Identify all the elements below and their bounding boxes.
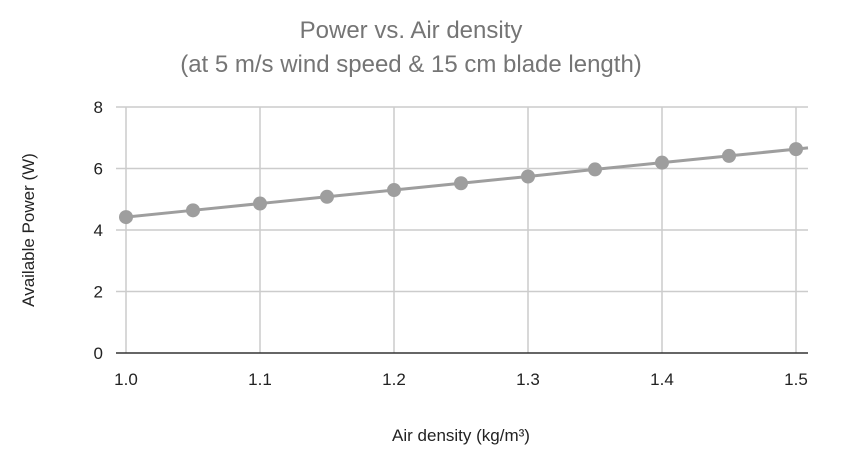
x-tick-label: 1.3 — [516, 370, 540, 389]
x-axis-label: Air density (kg/m³) — [392, 426, 530, 445]
data-point — [186, 203, 200, 218]
series-line — [125, 146, 809, 219]
y-axis-label: Available Power (W) — [19, 153, 38, 307]
data-point — [119, 210, 133, 225]
chart-title: Power vs. Air density — [300, 17, 523, 44]
series-layer — [119, 142, 809, 225]
data-point — [253, 196, 267, 211]
y-tick-label: 8 — [94, 98, 103, 117]
x-tick-label: 1.5 — [784, 370, 808, 389]
gridlines — [116, 106, 808, 354]
x-tick-label: 1.1 — [248, 370, 272, 389]
x-tick-label: 1.0 — [114, 370, 138, 389]
data-point — [521, 169, 535, 184]
data-point — [722, 148, 736, 163]
data-point — [789, 142, 803, 157]
y-tick-label: 0 — [94, 344, 103, 363]
y-tick-label: 4 — [94, 221, 103, 240]
chart-subtitle: (at 5 m/s wind speed & 15 cm blade lengt… — [180, 51, 642, 78]
data-point — [588, 162, 602, 177]
data-point — [454, 176, 468, 191]
y-tick-label: 6 — [94, 160, 103, 179]
tick-labels: 0 2 4 6 8 1.0 1.1 1.2 1.3 1.4 1.5 — [94, 98, 808, 389]
y-tick-label: 2 — [94, 283, 103, 302]
data-point — [387, 183, 401, 198]
x-tick-label: 1.2 — [382, 370, 406, 389]
x-tick-label: 1.4 — [650, 370, 674, 389]
data-point — [320, 189, 334, 204]
data-point — [655, 155, 669, 170]
